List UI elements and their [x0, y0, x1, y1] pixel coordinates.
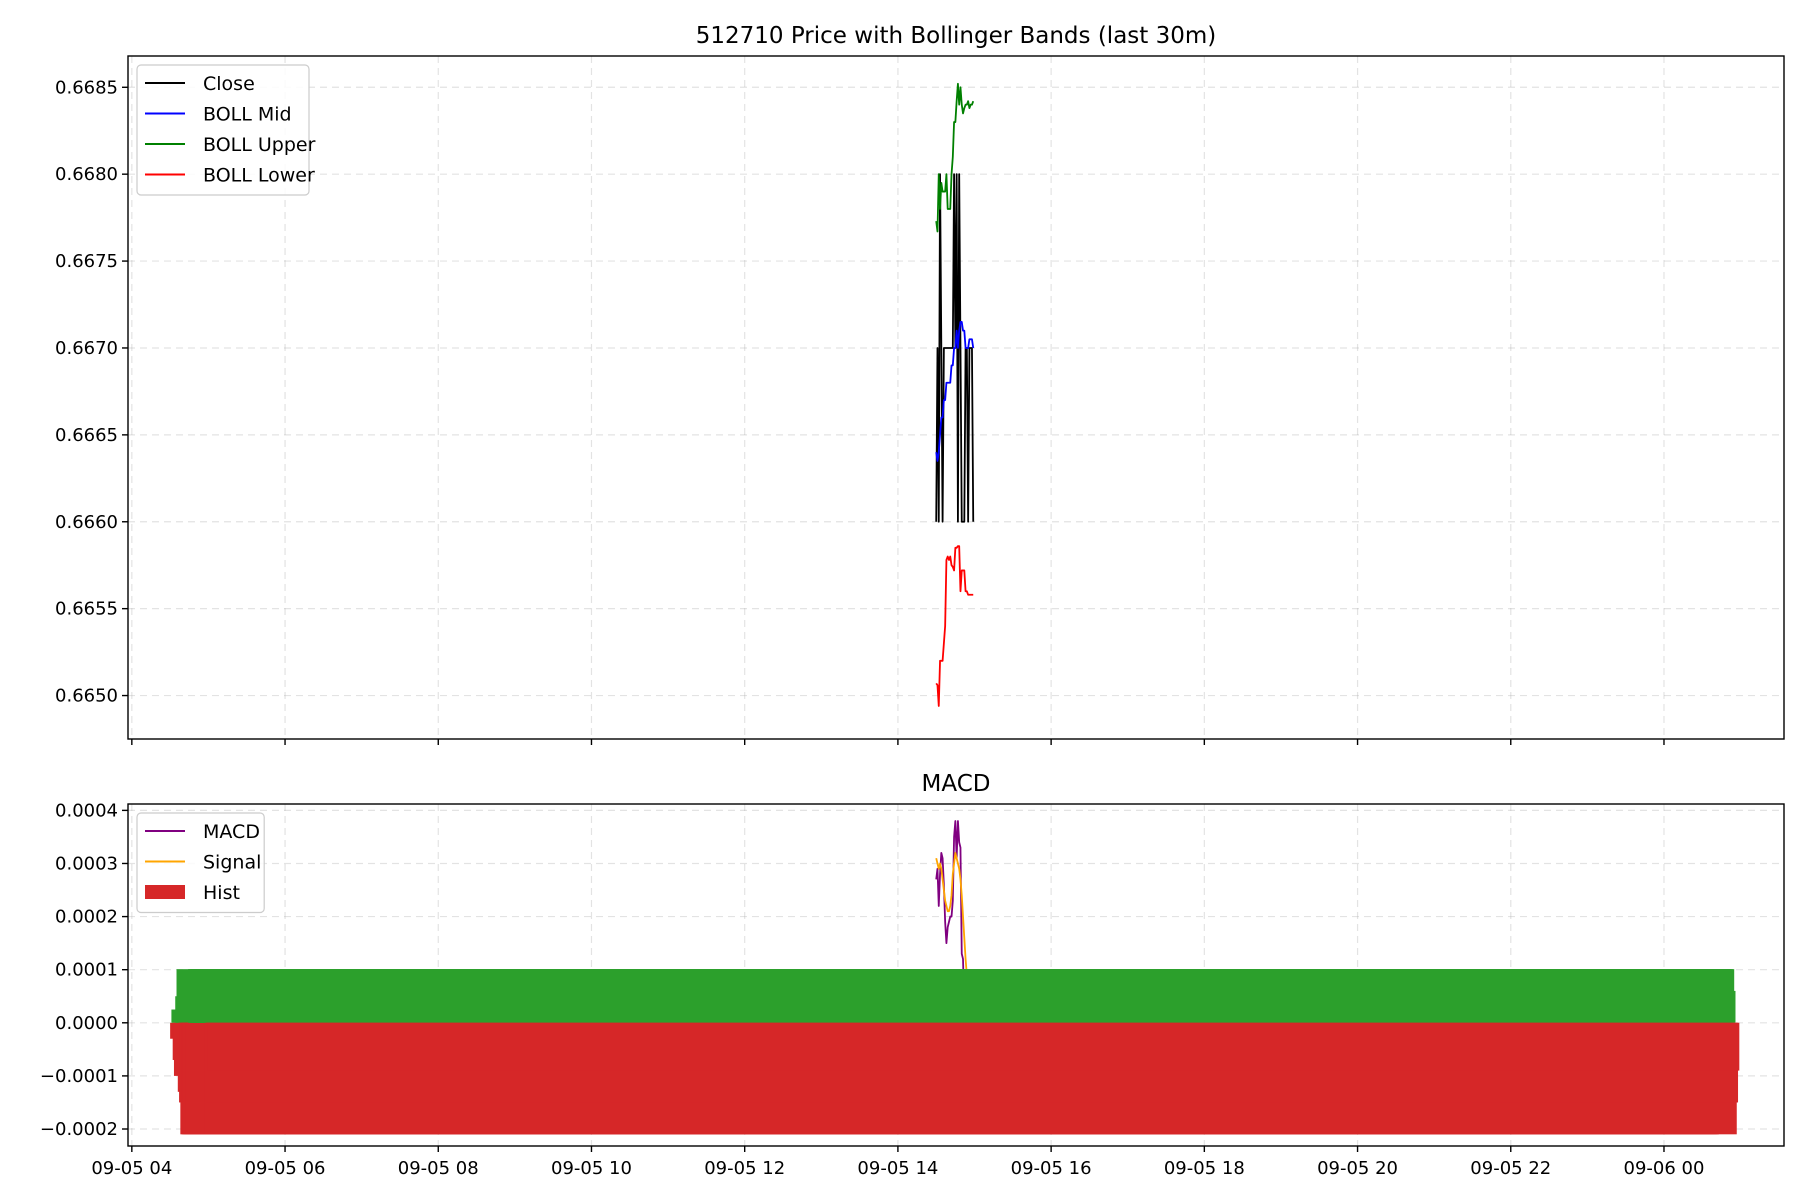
price-panel-frame [127, 55, 1785, 740]
macd-xtick-label: 09-05 04 [91, 1158, 172, 1179]
macd-ytick-label: 0.0001 [55, 960, 118, 981]
hist-bar [203, 990, 1736, 1023]
macd-ytick-label: −0.0001 [40, 1066, 118, 1087]
price-ytick-label: 0.6665 [55, 425, 118, 446]
price-panel-legend: Close BOLL Mid BOLL Upper BOLL Lower [136, 64, 316, 196]
macd-panel-axes: 09-05 04 09-05 06 09-05 08 09-05 10 09-05 12… [40, 800, 1705, 1179]
price-legend-box [136, 64, 310, 196]
legend-label: Close [203, 73, 255, 95]
macd-ytick-label: 0.0002 [55, 907, 118, 928]
macd-panel-title: MACD [922, 771, 991, 797]
macd-xtick-label: 09-05 08 [398, 1158, 479, 1179]
price-ytick-label: 0.6675 [55, 251, 118, 272]
macd-xtick-label: 09-05 16 [1011, 1158, 1092, 1179]
price-ytick-label: 0.6655 [55, 599, 118, 620]
price-panel-title: 512710 Price with Bollinger Bands (last … [696, 23, 1217, 49]
macd-ytick-label: −0.0002 [40, 1119, 118, 1140]
macd-xtick-label: 09-05 14 [857, 1158, 938, 1179]
legend-label: BOLL Upper [203, 134, 316, 156]
macd-panel-frame [127, 803, 1785, 1147]
price-series-boll-lower-line [935, 545, 974, 707]
price-ytick-label: 0.6680 [55, 164, 118, 185]
legend-label: Signal [203, 852, 261, 874]
macd-xtick-label: 09-05 10 [551, 1158, 632, 1179]
price-ytick-label: 0.6670 [55, 338, 118, 359]
macd-ytick-label: 0.0000 [55, 1013, 118, 1034]
price-panel-grid [128, 56, 1784, 739]
price-series-close-line [935, 173, 975, 523]
macd-xtick-label: 09-05 18 [1164, 1158, 1245, 1179]
macd-xtick-label: 09-05 06 [245, 1158, 326, 1179]
macd-xtick-label: 09-05 12 [704, 1158, 785, 1179]
legend-label: MACD [203, 821, 260, 843]
legend-swatch [145, 885, 185, 899]
macd-xtick-label: 09-05 20 [1317, 1158, 1398, 1179]
price-panel-axes: 0.6650 0.6655 0.6660 0.6665 0.6670 0.6675 0.66… [55, 77, 1665, 745]
legend-label: BOLL Mid [203, 104, 292, 126]
macd-panel-plot [170, 820, 1740, 1135]
macd-ytick-label: 0.0003 [55, 853, 118, 874]
price-ytick-label: 0.6660 [55, 512, 118, 533]
legend-label: BOLL Lower [203, 165, 315, 187]
legend-label: Hist [203, 882, 240, 904]
price-ytick-label: 0.6685 [55, 77, 118, 98]
price-ytick-label: 0.6650 [55, 686, 118, 707]
hist-bar [207, 1022, 1740, 1071]
price-panel-plot [935, 82, 975, 707]
macd-ytick-label: 0.0004 [55, 800, 118, 821]
macd-panel-legend: MACD Signal Hist [136, 812, 265, 914]
macd-xtick-label: 09-05 22 [1470, 1158, 1551, 1179]
macd-xtick-label: 09-06 00 [1624, 1158, 1705, 1179]
price-series-boll-mid-line [935, 320, 975, 462]
price-series-boll-upper-line [935, 82, 975, 233]
